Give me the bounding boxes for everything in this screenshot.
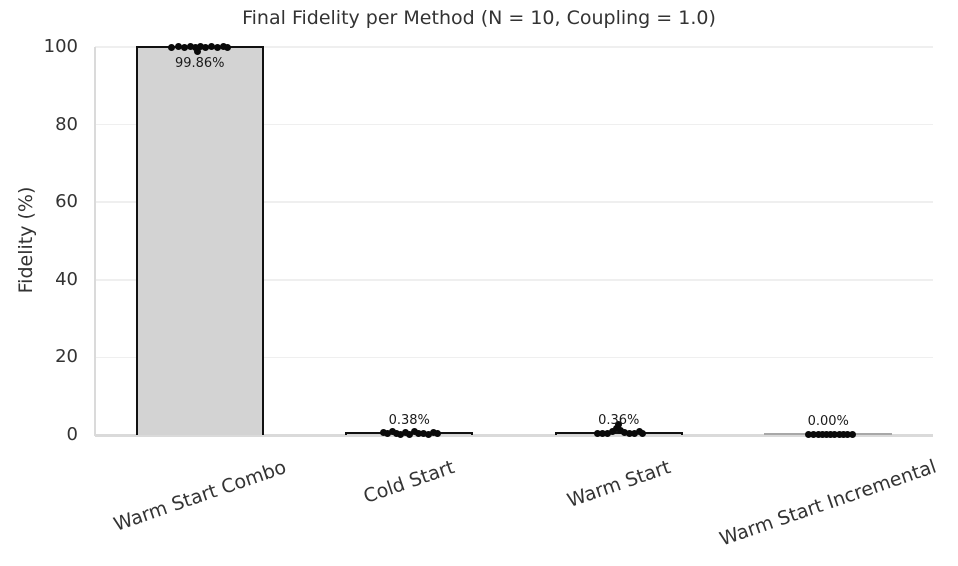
data-point	[429, 429, 437, 437]
data-point	[202, 44, 210, 52]
data-point	[379, 428, 387, 436]
data-point	[804, 431, 812, 439]
y-tick-label: 60	[55, 191, 78, 213]
y-tick-label: 0	[66, 424, 78, 445]
x-axis-line	[95, 433, 933, 437]
y-tick-label: 20	[55, 346, 78, 368]
gridline	[95, 279, 933, 281]
data-point	[419, 430, 427, 438]
data-point	[214, 43, 222, 51]
bar	[135, 45, 264, 435]
data-point	[433, 430, 441, 438]
data-point	[615, 421, 623, 429]
x-tick-label: Warm Start Combo	[110, 456, 289, 536]
x-tick-label: Warm Start	[564, 456, 674, 512]
data-point	[392, 429, 400, 437]
gridline	[95, 356, 933, 359]
y-axis-line	[94, 47, 96, 436]
data-point	[396, 430, 404, 438]
data-point	[830, 430, 838, 438]
data-point	[604, 430, 612, 438]
data-point	[613, 425, 621, 433]
data-point	[848, 430, 856, 438]
gridline	[95, 46, 933, 48]
bar-value-label: 0.36%	[598, 412, 640, 428]
data-point	[175, 42, 183, 50]
data-point	[383, 430, 391, 438]
data-point	[187, 43, 195, 51]
data-point	[401, 429, 409, 437]
data-point	[224, 43, 232, 51]
data-point	[388, 428, 396, 435]
data-point	[197, 42, 205, 50]
data-point	[809, 430, 817, 438]
data-point	[410, 427, 418, 435]
x-tick-label: Cold Start	[360, 456, 458, 508]
gridline	[95, 201, 933, 203]
data-point	[822, 430, 830, 438]
data-point	[424, 430, 432, 438]
data-point	[609, 428, 617, 436]
data-point	[208, 43, 216, 51]
data-point	[621, 428, 629, 436]
data-point	[814, 430, 822, 438]
bar-value-label: 0.38%	[388, 412, 430, 428]
data-point	[839, 430, 847, 438]
data-point	[617, 426, 625, 434]
data-point	[599, 429, 607, 437]
data-point	[194, 48, 202, 56]
chart-title: Final Fidelity per Method (N = 10, Coupl…	[242, 7, 716, 29]
data-point	[405, 430, 413, 438]
y-tick-label: 100	[43, 36, 78, 57]
data-point	[626, 429, 634, 437]
data-point	[843, 431, 851, 439]
data-point	[168, 43, 176, 51]
data-point	[835, 431, 843, 439]
x-tick-label: Warm Start Incremental	[717, 455, 940, 551]
data-point	[639, 430, 647, 438]
data-point	[181, 44, 189, 52]
data-point	[818, 431, 826, 439]
data-point	[826, 431, 834, 439]
data-point	[220, 42, 228, 50]
data-point	[414, 429, 422, 437]
y-tick-label: 80	[55, 113, 78, 135]
y-tick-label: 40	[55, 268, 78, 290]
data-point	[594, 430, 602, 438]
gridline	[95, 123, 933, 126]
bar-value-label: 0.00%	[807, 414, 849, 429]
data-point	[192, 43, 200, 51]
bar-value-label: 99.86%	[174, 55, 225, 71]
data-point	[631, 430, 639, 438]
